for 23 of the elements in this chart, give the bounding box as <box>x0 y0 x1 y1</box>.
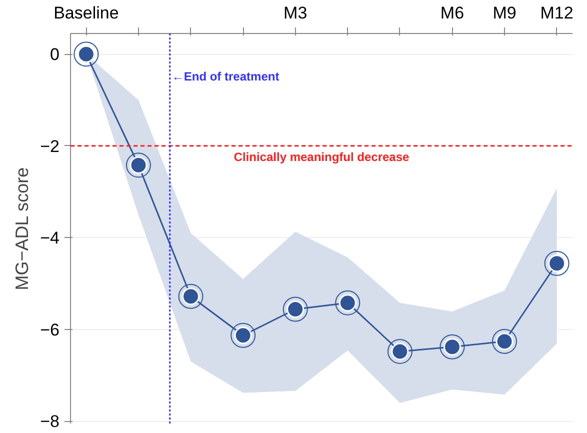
x-tick-label: M9 <box>492 4 516 22</box>
x-tick-label: Baseline <box>54 4 119 22</box>
point <box>335 290 360 316</box>
point <box>492 328 518 354</box>
y-tick-label: −8 <box>40 412 60 432</box>
point <box>440 334 465 360</box>
point <box>178 284 204 309</box>
y-axis-title: MG−ADL score <box>12 167 32 290</box>
point <box>387 338 412 364</box>
point <box>74 42 99 67</box>
y-tick-label: −4 <box>40 228 60 248</box>
x-tick-label: M12 <box>540 4 574 22</box>
point <box>282 296 308 322</box>
y-tick-label: −6 <box>40 320 60 340</box>
point <box>230 322 256 348</box>
ref-line-label: Clinically meaningful decrease <box>234 150 410 164</box>
x-tick-label: M3 <box>284 4 308 22</box>
point <box>126 152 151 178</box>
annotation: ←End of treatment <box>172 70 280 84</box>
x-tick-label: M6 <box>440 4 464 22</box>
point <box>544 250 570 276</box>
y-tick-label: −2 <box>40 136 60 156</box>
y-tick-label: 0 <box>50 45 60 64</box>
